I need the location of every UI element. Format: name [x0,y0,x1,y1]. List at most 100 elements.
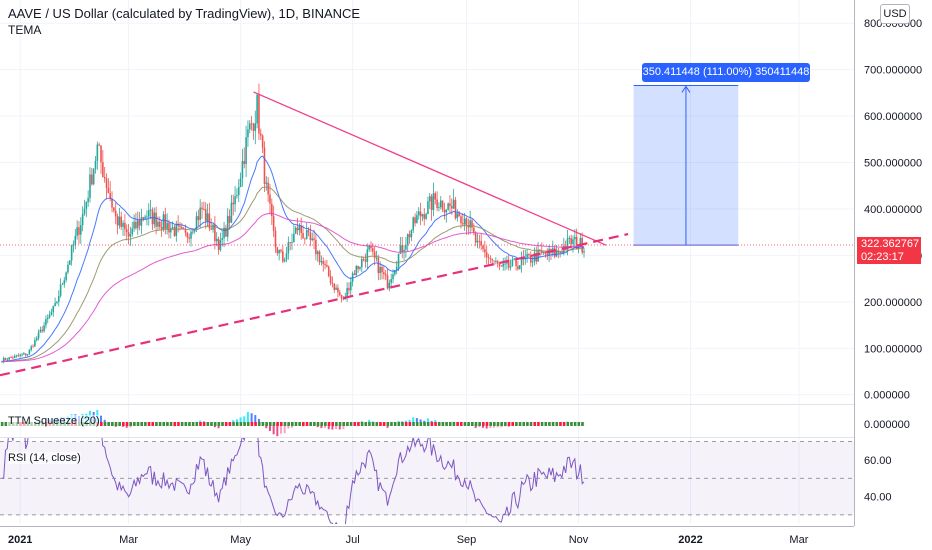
candle-body [361,258,363,268]
currency-button[interactable]: USD [880,4,910,24]
candle-body [333,283,336,290]
squeeze-dot [302,422,305,426]
candle-body [24,353,27,356]
squeeze-dot [173,422,177,426]
candle-body [65,272,67,281]
candle-body [2,357,5,362]
price-tick-label: 700.000000 [864,65,922,77]
squeeze-dot [459,422,463,426]
candle-body [372,248,374,252]
candle-body [144,216,146,219]
candle-body [370,246,372,249]
candle-body [248,123,251,130]
candle-body [542,251,545,254]
squeeze-dot [544,422,548,426]
squeeze-bar [338,424,341,430]
candle-body [540,250,543,254]
candle-body [17,355,20,357]
squeeze-dot [151,422,155,426]
candle-body [338,292,341,296]
rsi-line [1,438,585,524]
price-tick-label: 400.000000 [864,204,922,216]
candle-body [454,199,457,219]
squeeze-dot [257,422,261,426]
squeeze-dot [518,422,522,426]
squeeze-dot [533,422,537,426]
candle-body [575,236,578,250]
candle-body [561,251,563,254]
candle-body [458,213,460,217]
candle-body [383,272,385,275]
time-tick-label: Nov [569,534,589,546]
candle-body [484,249,486,253]
candle-body [366,249,369,262]
price-axis-bg [854,0,932,550]
candle-body [151,209,154,225]
candle-body [436,199,438,208]
squeeze-bar [474,424,477,429]
candle-body [72,244,75,246]
squeeze-dot [268,422,272,426]
candle-body [570,238,572,244]
candle-body [414,217,416,224]
candle-body [39,329,42,333]
candle-body [98,144,100,146]
squeeze-dot [294,422,298,426]
candle-body [113,207,115,211]
measure-label[interactable]: 350.411448 (111.00%) 350411448 [642,63,810,82]
candle-body [131,228,134,235]
candle-body [403,249,405,253]
candle-body [416,215,418,224]
candle-body [170,228,172,233]
squeeze-dot [210,422,213,426]
rsi-pane-label[interactable]: RSI (14, close) [8,452,81,464]
candle-body [175,224,178,236]
candle-body [204,209,207,222]
squeeze-dot [349,422,353,426]
candle-body [410,230,413,238]
candle-body [300,225,302,233]
indicator-label[interactable]: TEMA [8,23,42,37]
squeeze-dot [122,422,125,426]
candle-body [326,264,328,267]
candle-body [355,266,358,276]
candle-body [337,287,339,293]
candle-body [526,253,528,258]
candle-body [188,237,190,239]
candle-body [509,266,512,268]
candle-body [111,198,113,208]
squeeze-dot [537,422,540,426]
candle-body [206,213,209,222]
squeeze-pane-label[interactable]: TTM Squeeze (20) [8,415,100,427]
candle-body [417,211,420,216]
candle-body [539,249,541,251]
candle-body [149,209,152,211]
drawings[interactable] [0,84,854,377]
price-tick-label: 500.000000 [864,158,922,170]
candle-body [467,225,470,228]
squeeze-dot [401,422,404,426]
candle-body [162,214,165,230]
candle-body [239,178,242,188]
candle-body [107,187,110,194]
candle-body [291,242,293,243]
candle-body [287,242,290,254]
squeeze-dot [426,422,430,426]
candle-body [13,355,16,358]
candle-body [265,182,268,184]
candle-body [456,213,459,219]
candle-body [313,238,315,240]
candle-body [289,242,291,243]
squeeze-dot [456,422,459,426]
squeeze-dot [144,422,147,426]
candle-body [474,232,477,243]
squeeze-bar [257,418,260,424]
squeeze-dot [342,422,346,426]
squeeze-bar [412,417,415,424]
candle-body [263,147,266,184]
candle-body [215,238,218,242]
candle-body [432,193,435,211]
time-tick-label: 2022 [678,534,702,546]
